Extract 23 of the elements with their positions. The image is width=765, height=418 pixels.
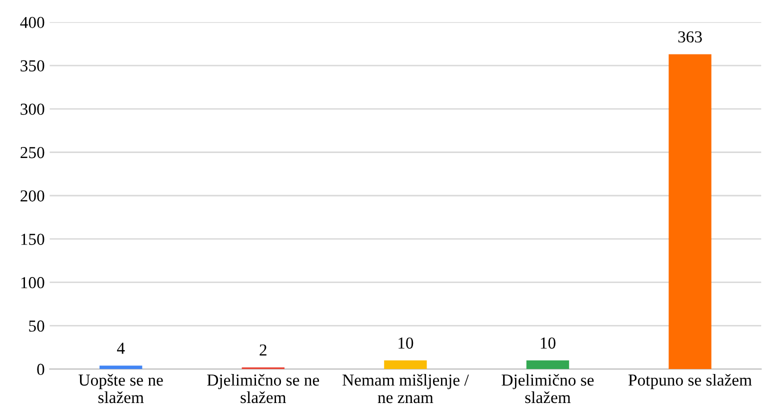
y-tick-label: 0	[37, 364, 44, 376]
bar	[100, 366, 142, 370]
y-tick-label: 150	[21, 234, 44, 245]
y-tick-label: 200	[20, 190, 44, 202]
y-tick-label: 50	[29, 320, 44, 332]
bar	[668, 54, 712, 370]
x-tick-label: Nemam mišljenje / ne znam	[342, 374, 469, 404]
data-label: 10	[398, 337, 414, 349]
data-label: 2	[260, 344, 266, 356]
x-tick-label: Djelimično se ne slažem	[207, 374, 320, 404]
data-label: 363	[678, 31, 702, 43]
y-tick-label: 250	[20, 146, 44, 158]
y-tick-label: 350	[20, 60, 44, 72]
y-tick-label: 300	[20, 104, 44, 115]
y-tick-label: 400	[20, 16, 44, 28]
y-tick-label: 100	[21, 277, 44, 288]
bar	[526, 360, 570, 370]
x-tick-label: Uopšte se ne slažem	[78, 374, 163, 404]
x-tick-label: Djelimično se slažem	[502, 374, 594, 404]
data-label: 10	[540, 337, 556, 349]
bar	[384, 360, 427, 370]
data-label: 4	[117, 342, 125, 354]
x-tick-label: Potpuno se slažem	[628, 374, 752, 390]
